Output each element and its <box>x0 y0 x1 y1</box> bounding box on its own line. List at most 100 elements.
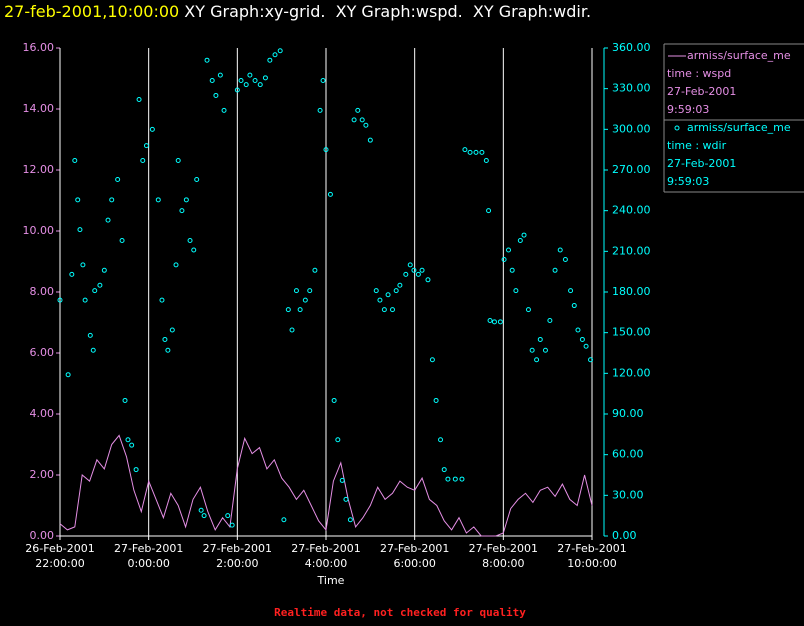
wdir-point <box>331 397 337 403</box>
wdir-point <box>415 271 421 277</box>
wdir-point <box>69 271 75 277</box>
wdir-point <box>323 147 329 153</box>
legend-date: 27-Feb-2001 <box>667 85 736 98</box>
wdir-point <box>320 78 326 84</box>
wdir-point <box>517 237 523 243</box>
y-tick-label: 2.00 <box>30 468 55 481</box>
x-tick-label: 27-Feb-2001 <box>291 542 360 555</box>
wdir-point <box>393 288 399 294</box>
wdir-point <box>339 477 345 483</box>
wdir-point <box>575 327 581 333</box>
x-tick-label: 4:00:00 <box>305 557 347 570</box>
wdir-point <box>194 176 200 182</box>
wdir-point <box>312 267 318 273</box>
legend-time: 9:59:03 <box>667 103 709 116</box>
wdir-point <box>179 208 185 214</box>
wdir-point <box>343 496 349 502</box>
wdir-point <box>433 397 439 403</box>
wdir-point <box>347 517 353 523</box>
y2-tick-label: 90.00 <box>612 407 644 420</box>
header-graphs: XY Graph:xy-grid. XY Graph:wspd. XY Grap… <box>179 2 592 21</box>
y2-tick-label: 330.00 <box>612 82 651 95</box>
y-tick-label: 0.00 <box>30 529 55 542</box>
x-tick-label: 22:00:00 <box>35 557 84 570</box>
wdir-point <box>75 197 81 203</box>
wdir-point <box>136 97 142 103</box>
wdir-point <box>277 48 283 54</box>
wdir-point <box>140 158 146 164</box>
wdir-point <box>297 307 303 313</box>
wdir-point <box>562 256 568 262</box>
wdir-point <box>105 217 111 223</box>
wdir-point <box>537 336 543 342</box>
wdir-point <box>307 288 313 294</box>
wdir-point <box>125 437 131 443</box>
wdir-point <box>501 256 507 262</box>
wdir-point <box>293 288 299 294</box>
wdir-point <box>487 317 493 323</box>
y2-tick-label: 60.00 <box>612 448 644 461</box>
wdir-point <box>133 467 139 473</box>
wdir-point <box>225 513 231 519</box>
wdir-point <box>109 197 115 203</box>
wdir-point <box>252 78 258 84</box>
wdir-point <box>191 247 197 253</box>
wdir-point <box>552 267 558 273</box>
wdir-point <box>327 191 333 197</box>
x-tick-label: 27-Feb-2001 <box>380 542 449 555</box>
wdir-point <box>359 117 365 123</box>
wdir-point <box>403 271 409 277</box>
wdir-point <box>445 476 451 482</box>
wdir-point <box>497 319 503 325</box>
wdir-point <box>525 307 531 313</box>
wdir-point <box>229 522 235 528</box>
wdir-point <box>238 78 244 84</box>
wdir-point <box>335 437 341 443</box>
wdir-point <box>87 332 93 338</box>
y2-tick-label: 120.00 <box>612 366 651 379</box>
wdir-point <box>169 327 175 333</box>
wdir-point <box>82 297 88 303</box>
legend-date: 27-Feb-2001 <box>667 157 736 170</box>
wdir-point <box>429 357 435 363</box>
wdir-point <box>467 149 473 155</box>
wdir-point <box>377 297 383 303</box>
wdir-point <box>149 126 155 132</box>
wdir-point <box>521 232 527 238</box>
wdir-point <box>97 282 103 288</box>
x-tick-label: 26-Feb-2001 <box>25 542 94 555</box>
y-tick-label: 10.00 <box>23 224 55 237</box>
legend-time: 9:59:03 <box>667 175 709 188</box>
wdir-point <box>425 277 431 283</box>
legend-variable: time : wdir <box>667 139 727 152</box>
y2-tick-label: 300.00 <box>612 122 651 135</box>
wdir-point <box>289 327 295 333</box>
wdir-point <box>351 117 357 123</box>
x-tick-label: 6:00:00 <box>393 557 435 570</box>
x-tick-label: 27-Feb-2001 <box>114 542 183 555</box>
y-tick-label: 16.00 <box>23 41 55 54</box>
wdir-point <box>201 513 207 519</box>
wdir-point <box>243 82 249 88</box>
wdir-point <box>579 336 585 342</box>
wdir-point <box>397 282 403 288</box>
legend-name: armiss/surface_me <box>687 49 791 62</box>
wdir-point <box>506 247 512 253</box>
wdir-point <box>77 227 83 233</box>
wdir-point <box>390 307 395 313</box>
wdir-point <box>479 149 485 155</box>
wdir-point <box>317 107 323 113</box>
wdir-point <box>57 297 63 303</box>
y-tick-label: 12.00 <box>23 163 55 176</box>
wdir-point <box>438 437 444 443</box>
wdir-point <box>568 288 574 294</box>
x-tick-label: 10:00:00 <box>567 557 616 570</box>
wdir-point <box>198 507 204 513</box>
x-tick-label: 0:00:00 <box>127 557 169 570</box>
wdir-point <box>101 267 107 273</box>
wdir-point <box>272 52 278 58</box>
wdir-point <box>155 197 161 203</box>
wdir-point <box>159 297 165 303</box>
